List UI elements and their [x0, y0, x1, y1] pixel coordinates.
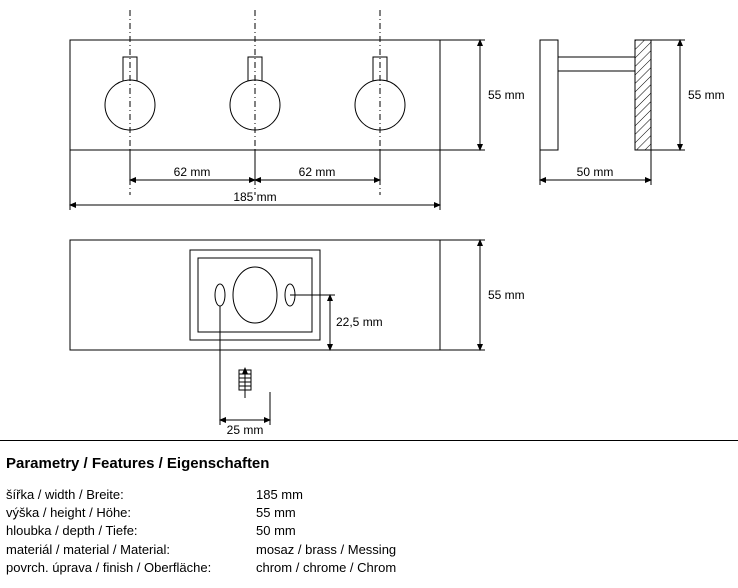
dim-side-height: 55 mm	[688, 88, 725, 102]
dim-side-depth: 50 mm	[577, 165, 614, 179]
back-view: 55 mm 22,5 mm 25 mm	[70, 240, 525, 437]
technical-drawing: 62 mm 62 mm 185 mm 55 mm 55 mm 50 mm	[0, 0, 738, 440]
param-val: 185 mm	[256, 486, 396, 504]
dim-front-height: 55 mm	[488, 88, 525, 102]
dim-total-width: 185 mm	[233, 190, 276, 204]
param-val: chrom / chrome / Chrom	[256, 559, 396, 577]
param-val: mosaz / brass / Messing	[256, 541, 396, 559]
dim-back-height: 55 mm	[488, 288, 525, 302]
front-view: 62 mm 62 mm 185 mm 55 mm	[70, 10, 525, 210]
table-row: šířka / width / Breite:185 mm	[6, 486, 396, 504]
dim-back-half: 22,5 mm	[336, 315, 383, 329]
param-key: povrch. úprava / finish / Oberfläche:	[6, 559, 256, 577]
param-val: 50 mm	[256, 522, 396, 540]
table-row: materiál / material / Material:mosaz / b…	[6, 541, 396, 559]
parameters-section: Parametry / Features / Eigenschaften šíř…	[0, 441, 738, 577]
dim-hook-spacing-2: 62 mm	[299, 165, 336, 179]
dim-screw-spacing: 25 mm	[227, 423, 264, 437]
param-key: hloubka / depth / Tiefe:	[6, 522, 256, 540]
param-key: šířka / width / Breite:	[6, 486, 256, 504]
page: 62 mm 62 mm 185 mm 55 mm 55 mm 50 mm	[0, 0, 738, 588]
table-row: výška / height / Höhe:55 mm	[6, 504, 396, 522]
table-row: hloubka / depth / Tiefe:50 mm	[6, 522, 396, 540]
param-key: materiál / material / Material:	[6, 541, 256, 559]
dim-hook-spacing-1: 62 mm	[174, 165, 211, 179]
side-view: 55 mm 50 mm	[540, 40, 725, 185]
parameters-heading: Parametry / Features / Eigenschaften	[6, 453, 732, 474]
parameters-table: šířka / width / Breite:185 mm výška / he…	[6, 486, 396, 577]
table-row: povrch. úprava / finish / Oberfläche:chr…	[6, 559, 396, 577]
param-key: výška / height / Höhe:	[6, 504, 256, 522]
param-val: 55 mm	[256, 504, 396, 522]
